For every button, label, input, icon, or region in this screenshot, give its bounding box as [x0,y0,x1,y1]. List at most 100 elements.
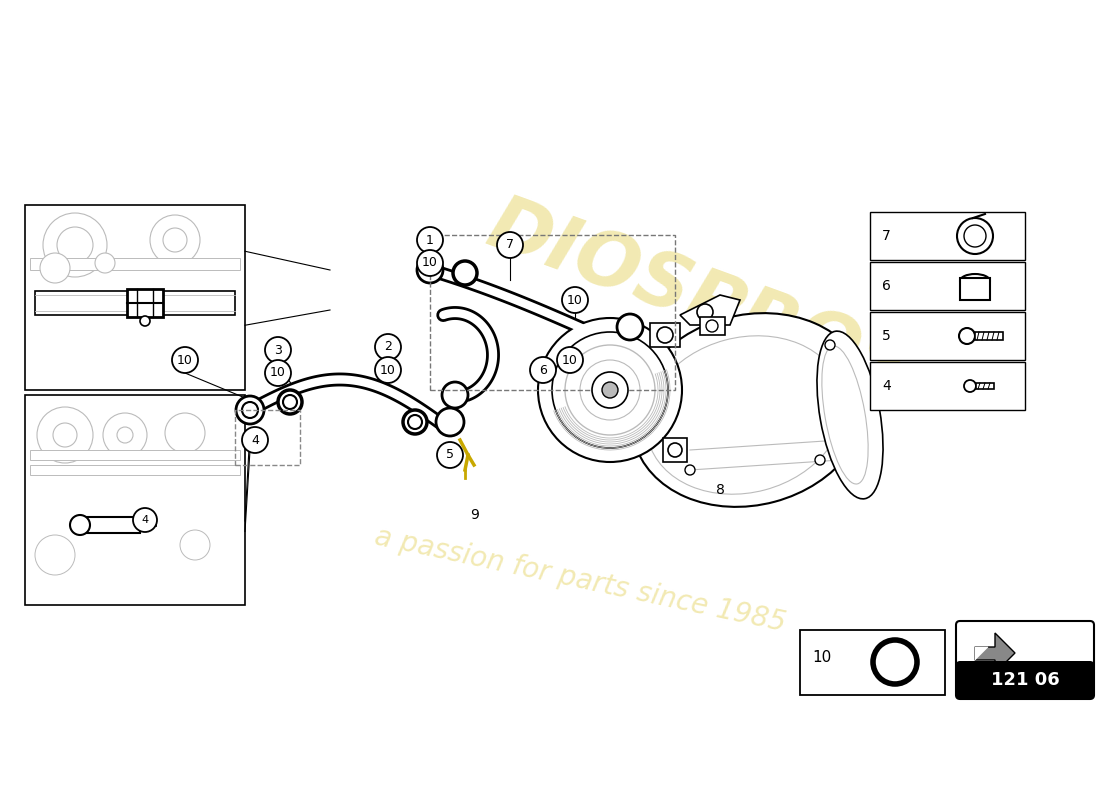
Circle shape [565,345,654,435]
Circle shape [602,382,618,398]
Circle shape [562,287,588,313]
Bar [800,630,945,695]
Circle shape [617,314,643,340]
Ellipse shape [631,313,869,507]
Circle shape [685,465,695,475]
Bar [126,289,163,317]
Circle shape [530,357,556,383]
Circle shape [150,215,200,265]
Circle shape [37,407,94,463]
Text: 10: 10 [812,650,832,665]
Circle shape [436,408,464,436]
Bar [960,665,1090,695]
Text: 10: 10 [422,257,438,270]
Bar [975,332,1003,340]
Circle shape [825,340,835,350]
Circle shape [375,334,402,360]
Text: DIOSPROS: DIOSPROS [477,189,922,411]
Bar [30,258,240,270]
Circle shape [959,328,975,344]
Text: 10: 10 [271,366,286,379]
Circle shape [580,360,640,420]
Circle shape [70,515,90,535]
Bar [35,291,235,315]
Circle shape [242,427,268,453]
Bar [870,262,1025,310]
Circle shape [706,320,718,332]
Text: 5: 5 [882,329,891,343]
Text: 10: 10 [568,294,583,306]
Circle shape [497,232,522,258]
Circle shape [403,410,427,434]
Circle shape [35,535,75,575]
Circle shape [133,508,157,532]
FancyBboxPatch shape [956,661,1094,699]
Circle shape [283,395,297,409]
Bar [25,395,245,605]
Circle shape [697,304,713,320]
Circle shape [964,225,986,247]
Circle shape [40,253,70,283]
Circle shape [417,227,443,253]
Bar [960,278,990,300]
Text: 3: 3 [274,343,282,357]
Circle shape [103,413,147,457]
Text: a passion for parts since 1985: a passion for parts since 1985 [372,522,788,638]
Circle shape [417,250,443,276]
Circle shape [165,413,205,453]
Bar [650,323,680,347]
Bar [870,362,1025,410]
Circle shape [552,332,668,448]
Text: 10: 10 [177,354,192,366]
Circle shape [180,530,210,560]
Circle shape [408,415,422,429]
Bar [80,517,140,533]
Circle shape [172,347,198,373]
Text: 5: 5 [446,449,454,462]
Bar [663,438,688,462]
Text: 2: 2 [384,341,392,354]
FancyBboxPatch shape [956,621,1094,699]
Circle shape [417,257,443,283]
Bar [30,450,240,460]
Text: 8: 8 [716,483,725,497]
Circle shape [265,337,292,363]
Circle shape [592,372,628,408]
Bar [976,383,994,389]
Circle shape [964,380,976,392]
Text: 10: 10 [562,354,578,366]
Text: 6: 6 [539,363,547,377]
Circle shape [95,253,116,273]
Polygon shape [975,633,1015,673]
Circle shape [236,396,264,424]
Circle shape [668,443,682,457]
Bar [30,465,240,475]
Circle shape [815,455,825,465]
Circle shape [140,316,150,326]
Ellipse shape [822,346,868,484]
Circle shape [57,227,94,263]
Ellipse shape [647,336,844,494]
Text: 10: 10 [381,363,396,377]
Circle shape [453,261,477,285]
Text: 9: 9 [471,508,480,522]
Circle shape [957,218,993,254]
Circle shape [163,228,187,252]
Ellipse shape [960,274,990,288]
Circle shape [242,402,258,418]
Circle shape [265,360,292,386]
Text: 121 06: 121 06 [991,671,1059,689]
Polygon shape [680,295,740,325]
Bar [430,235,675,390]
Text: 4: 4 [251,434,258,446]
Text: 4: 4 [882,379,891,393]
Text: 6: 6 [882,279,891,293]
Circle shape [657,327,673,343]
Circle shape [538,318,682,462]
Polygon shape [975,647,988,660]
Circle shape [557,347,583,373]
Text: 7: 7 [506,238,514,251]
Circle shape [143,520,153,530]
Text: 1: 1 [426,234,433,246]
Circle shape [442,382,468,408]
